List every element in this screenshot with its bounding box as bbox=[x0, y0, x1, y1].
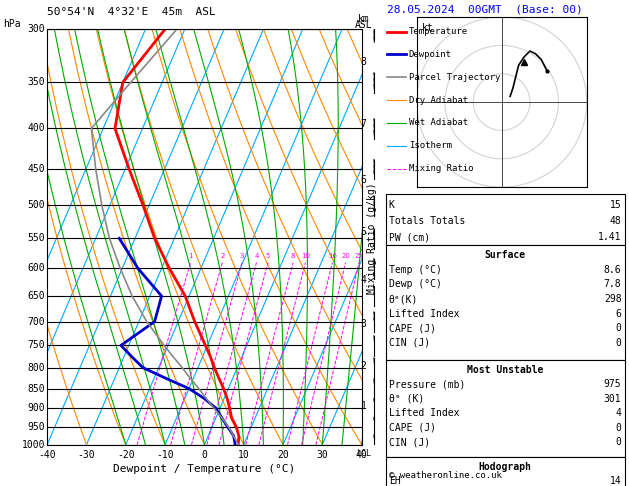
Text: 0: 0 bbox=[616, 423, 621, 433]
Text: 1: 1 bbox=[360, 401, 367, 412]
Text: 450: 450 bbox=[28, 164, 45, 174]
Text: kt: kt bbox=[422, 23, 434, 33]
Text: Pressure (mb): Pressure (mb) bbox=[389, 379, 465, 389]
Text: 800: 800 bbox=[28, 363, 45, 373]
Text: CAPE (J): CAPE (J) bbox=[389, 323, 436, 333]
Text: 28.05.2024  00GMT  (Base: 00): 28.05.2024 00GMT (Base: 00) bbox=[387, 5, 582, 15]
Text: 300: 300 bbox=[28, 24, 45, 34]
Text: 4: 4 bbox=[360, 275, 367, 285]
Text: 30: 30 bbox=[316, 450, 328, 460]
Text: 500: 500 bbox=[28, 200, 45, 210]
Text: Wet Adiabat: Wet Adiabat bbox=[409, 119, 468, 127]
Text: Most Unstable: Most Unstable bbox=[467, 364, 543, 375]
Text: 350: 350 bbox=[28, 77, 45, 87]
Text: EH: EH bbox=[389, 476, 401, 486]
Text: 301: 301 bbox=[604, 394, 621, 404]
Text: Surface: Surface bbox=[484, 250, 526, 260]
Text: Lifted Index: Lifted Index bbox=[389, 309, 459, 319]
Text: 0: 0 bbox=[616, 437, 621, 448]
Text: 2: 2 bbox=[360, 361, 367, 370]
Text: 4: 4 bbox=[254, 253, 259, 259]
Text: 7.8: 7.8 bbox=[604, 279, 621, 290]
Text: 3: 3 bbox=[240, 253, 244, 259]
Text: 4: 4 bbox=[616, 408, 621, 418]
Text: -10: -10 bbox=[156, 450, 174, 460]
Text: hPa: hPa bbox=[3, 19, 21, 30]
Text: 20: 20 bbox=[277, 450, 289, 460]
Text: 0: 0 bbox=[616, 323, 621, 333]
Text: 2: 2 bbox=[220, 253, 225, 259]
Text: 40: 40 bbox=[356, 450, 367, 460]
Text: 298: 298 bbox=[604, 294, 621, 304]
Text: 950: 950 bbox=[28, 422, 45, 432]
Text: 5: 5 bbox=[266, 253, 270, 259]
Text: 10: 10 bbox=[238, 450, 250, 460]
Text: 25: 25 bbox=[355, 253, 364, 259]
Text: -40: -40 bbox=[38, 450, 56, 460]
Text: km: km bbox=[358, 14, 369, 24]
Text: Isotherm: Isotherm bbox=[409, 141, 452, 150]
Text: Mixing Ratio: Mixing Ratio bbox=[409, 164, 474, 173]
Text: 8.6: 8.6 bbox=[604, 265, 621, 275]
Text: 1.41: 1.41 bbox=[598, 232, 621, 243]
Text: -30: -30 bbox=[77, 450, 96, 460]
Text: -20: -20 bbox=[117, 450, 135, 460]
Text: Totals Totals: Totals Totals bbox=[389, 216, 465, 226]
Text: Dewp (°C): Dewp (°C) bbox=[389, 279, 442, 290]
Text: Lifted Index: Lifted Index bbox=[389, 408, 459, 418]
Text: 20: 20 bbox=[341, 253, 350, 259]
Text: 400: 400 bbox=[28, 123, 45, 134]
Text: 850: 850 bbox=[28, 383, 45, 394]
Text: LCL: LCL bbox=[356, 449, 371, 457]
Text: 15: 15 bbox=[610, 200, 621, 210]
Text: Dewpoint: Dewpoint bbox=[409, 50, 452, 59]
Text: 975: 975 bbox=[604, 379, 621, 389]
Text: Mixing Ratio (g/kg): Mixing Ratio (g/kg) bbox=[367, 182, 377, 294]
Text: 16: 16 bbox=[328, 253, 337, 259]
Text: 650: 650 bbox=[28, 291, 45, 301]
Text: 0: 0 bbox=[616, 338, 621, 348]
Text: Temperature: Temperature bbox=[409, 27, 468, 36]
Text: CAPE (J): CAPE (J) bbox=[389, 423, 436, 433]
Text: 700: 700 bbox=[28, 316, 45, 327]
Text: 6: 6 bbox=[360, 175, 367, 186]
Text: CIN (J): CIN (J) bbox=[389, 338, 430, 348]
Text: 8: 8 bbox=[291, 253, 296, 259]
Text: 3: 3 bbox=[360, 319, 367, 329]
Text: 5: 5 bbox=[360, 227, 367, 237]
Text: 8: 8 bbox=[360, 57, 367, 67]
Text: 900: 900 bbox=[28, 403, 45, 413]
Text: Temp (°C): Temp (°C) bbox=[389, 265, 442, 275]
Text: PW (cm): PW (cm) bbox=[389, 232, 430, 243]
Text: © weatheronline.co.uk: © weatheronline.co.uk bbox=[389, 471, 501, 480]
Text: 10: 10 bbox=[301, 253, 310, 259]
Text: Dewpoint / Temperature (°C): Dewpoint / Temperature (°C) bbox=[113, 464, 296, 474]
Text: 1000: 1000 bbox=[22, 440, 45, 450]
Text: 0: 0 bbox=[201, 450, 208, 460]
Text: θᵉ (K): θᵉ (K) bbox=[389, 394, 424, 404]
Text: 1: 1 bbox=[188, 253, 193, 259]
Text: 550: 550 bbox=[28, 233, 45, 243]
Text: CIN (J): CIN (J) bbox=[389, 437, 430, 448]
Text: 6: 6 bbox=[616, 309, 621, 319]
Text: Parcel Trajectory: Parcel Trajectory bbox=[409, 73, 500, 82]
Text: 50°54'N  4°32'E  45m  ASL: 50°54'N 4°32'E 45m ASL bbox=[47, 7, 216, 17]
Text: K: K bbox=[389, 200, 394, 210]
Text: 600: 600 bbox=[28, 263, 45, 274]
Text: Hodograph: Hodograph bbox=[479, 462, 532, 472]
Text: ASL: ASL bbox=[355, 20, 372, 30]
Text: 14: 14 bbox=[610, 476, 621, 486]
Text: 750: 750 bbox=[28, 340, 45, 350]
Text: Dry Adiabat: Dry Adiabat bbox=[409, 96, 468, 104]
Text: θᵉ(K): θᵉ(K) bbox=[389, 294, 418, 304]
Text: 7: 7 bbox=[360, 119, 367, 129]
Text: 48: 48 bbox=[610, 216, 621, 226]
